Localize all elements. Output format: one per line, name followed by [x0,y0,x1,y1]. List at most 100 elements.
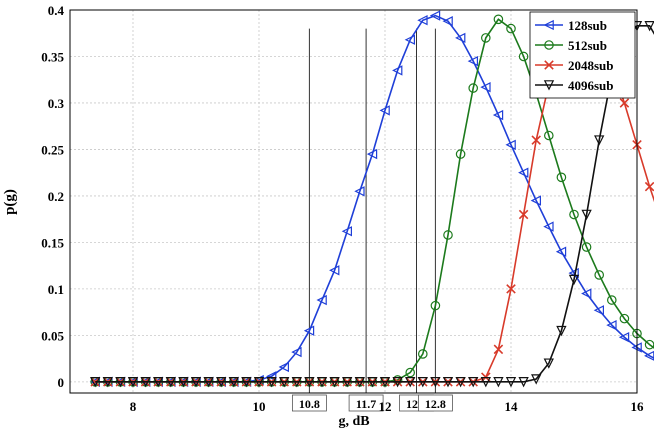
data-point [241,377,252,388]
data-point [404,34,415,45]
x-tick-label: 8 [130,399,137,414]
data-point [468,377,479,388]
y-tick-label: 0.35 [41,49,64,64]
legend: 128sub 512sub 2048sub 4096sub [529,11,636,99]
x-tick-label: 16 [631,399,645,414]
data-point [493,14,504,25]
data-point [644,181,654,192]
data-point [430,300,441,311]
data-point [392,377,403,388]
data-point [291,346,302,358]
legend-marker [544,40,554,50]
data-point [304,377,315,388]
data-point [279,377,290,388]
data-point [405,367,415,378]
data-point [178,377,189,388]
legend-item: 2048sub [535,58,614,73]
data-point [329,265,340,276]
data-point [366,148,378,160]
data-point [316,377,328,388]
data-point [140,377,151,388]
data-point [581,288,592,299]
y-tick-label: 0.1 [48,282,64,297]
data-point [581,209,592,221]
data-point [619,313,630,324]
legend-marker [543,80,555,91]
data-point [405,377,416,388]
data-point [531,374,542,385]
data-point [594,270,604,280]
data-point [367,377,378,388]
y-tick-label: 0.3 [48,96,65,111]
y-tick-label: 0.2 [48,189,64,204]
data-point [379,105,390,116]
legend-marker [543,19,554,31]
data-point [442,15,453,27]
annotation-box [417,394,453,412]
y-tick-label: 0 [58,375,65,390]
data-point [291,377,302,388]
data-point [115,377,126,388]
legend-item: 512sub [535,38,607,53]
data-point [228,377,239,388]
x-axis-label: g, dB [338,414,369,429]
y-ticks: 0 0.05 0.1 0.15 0.2 0.25 0.3 0.35 0.4 [41,3,64,390]
data-point [480,81,491,93]
legend-label: 128sub [568,18,607,33]
data-point [568,274,580,286]
annotation-box [291,394,327,412]
data-point [543,358,554,369]
annotation-label: 11.7 [356,397,376,411]
data-point [102,377,113,388]
legend-item: 4096sub [535,78,614,93]
data-point [581,242,592,252]
data-point [530,195,542,206]
data-point [467,55,478,67]
data-point [455,377,466,388]
series-2048sub [90,19,654,387]
data-point [606,319,617,331]
data-point [505,377,517,388]
data-point [278,361,289,373]
data-point [417,377,428,388]
data-point [455,149,466,159]
data-point [619,98,630,108]
data-point [342,377,353,388]
data-point [518,209,529,220]
data-point [518,167,529,178]
data-point [555,246,567,257]
x-tick-label: 14 [505,399,519,414]
x-ticks: 8 10 12 14 16 [130,399,644,414]
data-point [417,349,428,359]
data-point [392,375,403,385]
data-point [492,109,504,121]
annotation-label: 10.8 [299,397,320,411]
data-point [569,209,579,220]
data-point [506,23,516,34]
data-point [518,51,529,62]
data-point [303,325,315,336]
data-point [354,186,365,197]
annotations: 10.8 11.7 12.512.8 [291,28,453,412]
plot-frame [69,9,638,394]
data-point [493,377,504,388]
data-point [417,15,428,26]
data-point [518,377,529,388]
y-axis-label: p(g) [2,189,18,215]
data-point [543,130,554,141]
data-point [253,377,265,388]
y-tick-label: 0.15 [41,235,64,250]
series-group [89,10,654,388]
y-tick-label: 0.05 [41,328,64,343]
data-point [203,377,214,388]
legend-label: 4096sub [568,78,614,93]
data-point [316,294,327,306]
data-point [556,325,567,337]
data-point [266,371,277,382]
data-point [329,377,340,388]
x-tick-label: 10 [253,399,266,414]
data-point [594,135,605,146]
data-point [354,377,365,388]
y-tick-label: 0.4 [48,3,65,18]
